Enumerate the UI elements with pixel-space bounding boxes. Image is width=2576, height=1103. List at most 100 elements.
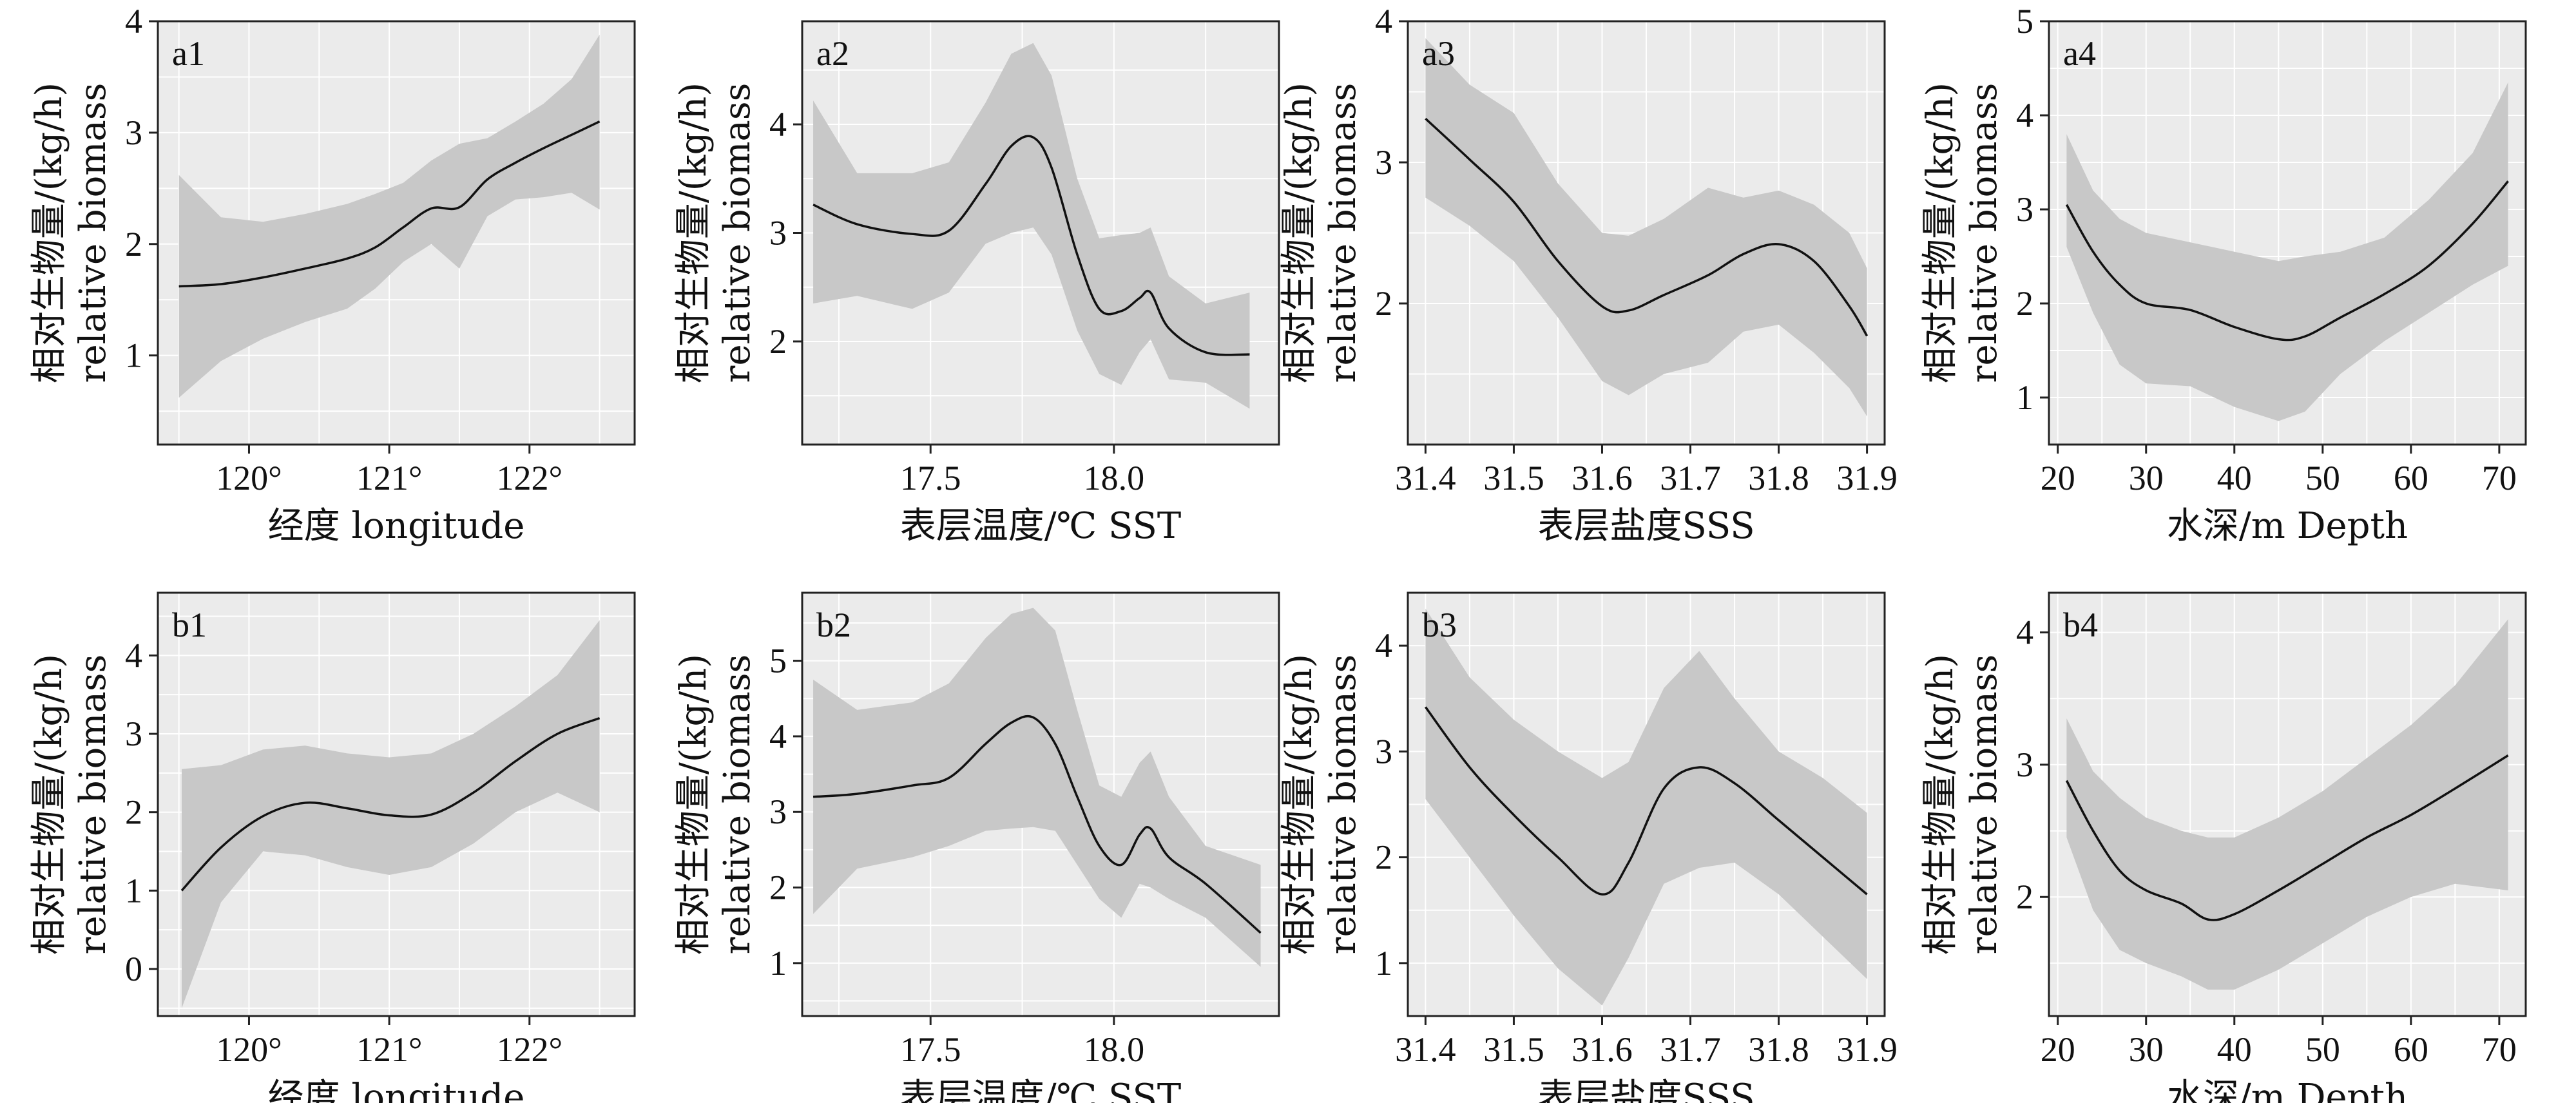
y-axis-title-line2: relative biomass — [72, 83, 114, 383]
y-tick-label: 3 — [2016, 190, 2033, 229]
x-tick-label: 121° — [356, 1030, 423, 1069]
x-tick-label: 17.5 — [900, 459, 961, 497]
y-axis-title-line1: 相对生物量/(kg/h) — [1278, 654, 1320, 955]
y-axis-title-line1: 相对生物量/(kg/h) — [28, 82, 70, 383]
confidence-band — [182, 620, 600, 1008]
y-tick-label: 4 — [2016, 613, 2033, 652]
x-tick-label: 70 — [2482, 1030, 2517, 1069]
x-axis-title: 经度 longitude — [268, 505, 525, 547]
y-tick-label: 1 — [125, 336, 142, 375]
y-tick-label: 4 — [769, 717, 787, 756]
y-tick-label: 4 — [125, 636, 142, 675]
y-tick-label: 5 — [769, 642, 787, 680]
y-tick-label: 3 — [1375, 732, 1392, 771]
panel-label: b1 — [172, 606, 207, 644]
series-group — [180, 620, 601, 1008]
y-tick-label: 4 — [769, 105, 787, 144]
panel-frame — [157, 20, 636, 446]
y-tick-label: 1 — [125, 871, 142, 910]
confidence-band — [813, 43, 1250, 409]
series-group — [812, 608, 1262, 967]
panel-frame — [801, 591, 1280, 1017]
panel-label: a1 — [172, 34, 205, 73]
panel-label: b3 — [1422, 606, 1457, 644]
y-tick-label: 4 — [1375, 2, 1392, 41]
panel-b3: 31.4 31.5 31.6 31.7 31.8 31.9 1 2 3 4 b3 表层盐度SSS 相对生… — [1278, 591, 1898, 1103]
panel-frame — [1407, 591, 1886, 1017]
x-tick-label: 30 — [2129, 459, 2164, 497]
panel-b1: 120° 121° 122° 0 1 2 3 4 b1 经度 longitude 相对生物量/(kg… — [28, 591, 636, 1103]
series-group — [178, 34, 601, 398]
panel-frame — [1407, 20, 1886, 446]
confidence-band — [2066, 82, 2508, 421]
x-tick-label: 50 — [2305, 459, 2340, 497]
x-tick-label: 122° — [496, 1030, 562, 1069]
confidence-band — [178, 34, 600, 398]
x-axis-title: 表层温度/℃ SST — [900, 1077, 1181, 1103]
y-axis-title-line1: 相对生物量/(kg/h) — [1919, 82, 1961, 383]
y-tick-label: 3 — [125, 113, 142, 152]
y-axis-title-line2: relative biomass — [716, 83, 758, 383]
x-axis-title: 水深/m Depth — [2167, 505, 2408, 547]
x-tick-label: 31.7 — [1660, 1030, 1721, 1069]
series-group — [2065, 619, 2509, 990]
y-tick-label: 2 — [769, 322, 787, 361]
series-group — [1425, 38, 1869, 417]
x-tick-label: 20 — [2041, 459, 2075, 497]
y-tick-label: 4 — [2016, 96, 2033, 135]
x-axis-title: 表层盐度SSS — [1537, 1077, 1754, 1103]
fitted-curve — [812, 715, 1262, 934]
x-tick-label: 18.0 — [1084, 1030, 1145, 1069]
series-group — [1424, 608, 1868, 1006]
x-tick-label: 40 — [2217, 1030, 2252, 1069]
y-axis-title-line2: relative biomass — [1322, 655, 1364, 955]
panel-label: b4 — [2063, 606, 2098, 644]
series-group — [812, 43, 1250, 409]
y-tick-label: 3 — [769, 214, 787, 253]
y-tick-label: 3 — [2016, 745, 2033, 784]
y-axis-title-line1: 相对生物量/(kg/h) — [673, 654, 715, 955]
panel-b2: 17.5 18.0 1 2 3 4 5 b2 表层温度/℃ SST 相对生物量/(kg/h) rel… — [673, 591, 1280, 1103]
panel-label: a4 — [2063, 34, 2096, 73]
x-tick-label: 122° — [496, 459, 562, 497]
panel-a3: 31.4 31.5 31.6 31.7 31.8 31.9 2 3 4 a3 表层盐度SSS 相对生物… — [1278, 2, 1898, 547]
y-tick-label: 4 — [125, 2, 142, 41]
panel-a1: 120° 121° 122° 1 2 3 4 a1 经度 longitude 相对生物量/(kg/… — [28, 2, 636, 547]
x-tick-label: 31.5 — [1483, 1030, 1544, 1069]
fitted-curve — [2065, 754, 2509, 921]
x-tick-label: 31.5 — [1483, 459, 1544, 497]
x-tick-label: 70 — [2482, 459, 2517, 497]
x-tick-label: 31.9 — [1836, 1030, 1898, 1069]
y-axis-title-line2: relative biomass — [716, 655, 758, 955]
x-tick-label: 31.9 — [1836, 459, 1898, 497]
y-tick-label: 2 — [125, 225, 142, 264]
confidence-band — [2066, 619, 2508, 990]
fitted-curve — [180, 717, 601, 892]
panel-frame — [157, 591, 636, 1017]
x-tick-label: 31.8 — [1748, 1030, 1809, 1069]
y-tick-label: 1 — [1375, 944, 1392, 983]
panel-a2: 17.5 18.0 2 3 4 a2 表层温度/℃ SST 相对生物量/(kg/h) relat… — [673, 20, 1280, 547]
fitted-curve — [812, 135, 1250, 356]
x-tick-label: 31.6 — [1572, 459, 1633, 497]
x-axis-title: 水深/m Depth — [2167, 1077, 2408, 1103]
panel-label: a3 — [1422, 34, 1455, 73]
fitted-curve — [1424, 706, 1868, 896]
y-tick-label: 0 — [125, 950, 142, 988]
confidence-band — [813, 608, 1261, 967]
y-tick-label: 2 — [125, 793, 142, 832]
x-tick-label: 120° — [216, 459, 282, 497]
y-tick-label: 3 — [1375, 143, 1392, 182]
x-tick-label: 50 — [2305, 1030, 2340, 1069]
x-tick-label: 40 — [2217, 459, 2252, 497]
x-tick-label: 121° — [356, 459, 423, 497]
x-tick-label: 60 — [2394, 459, 2428, 497]
fitted-curve — [2065, 180, 2509, 341]
panel-a4: 20 30 40 50 60 70 1 2 3 4 5 a4 水深/m Depth 相对生物量/(kg/h… — [1919, 2, 2527, 547]
y-tick-label: 1 — [769, 944, 787, 983]
x-tick-label: 20 — [2041, 1030, 2075, 1069]
panel-b4: 20 30 40 50 60 70 2 3 4 b4 水深/m Depth 相对生物量/(kg/h) r… — [1919, 591, 2527, 1103]
y-tick-label: 2 — [1375, 284, 1392, 323]
confidence-band — [1425, 38, 1867, 417]
y-tick-label: 3 — [769, 792, 787, 831]
